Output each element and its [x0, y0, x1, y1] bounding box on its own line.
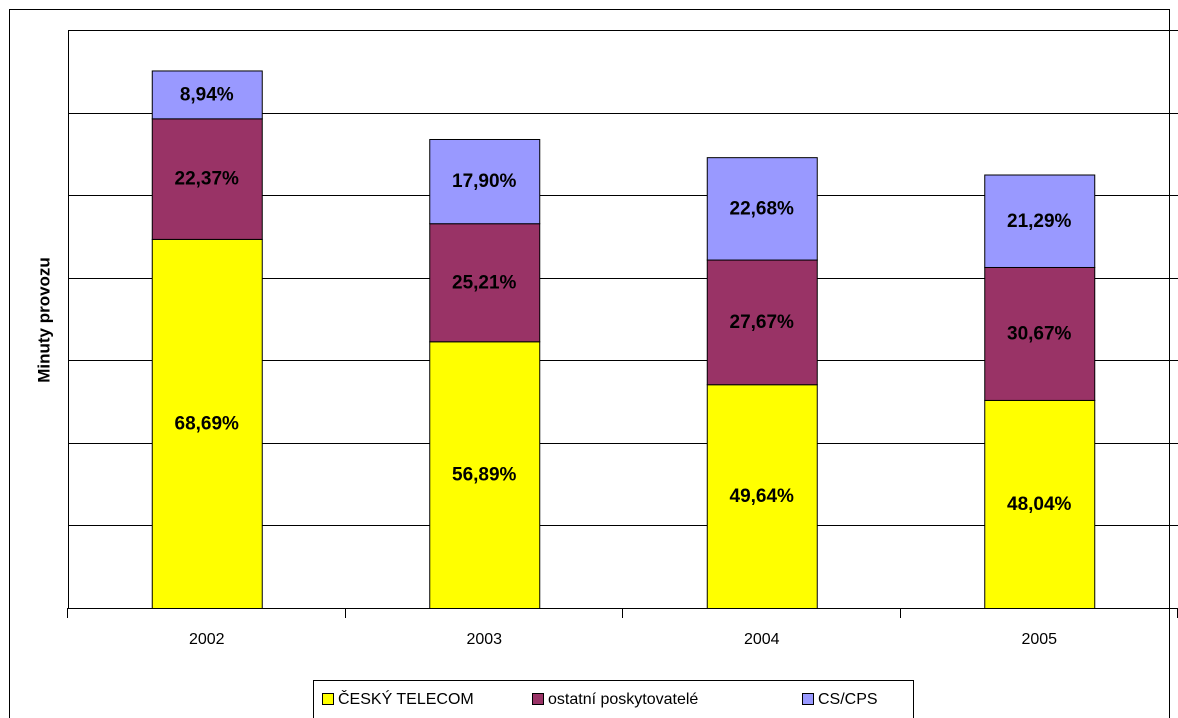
- data-label: 8,94%: [180, 84, 234, 105]
- x-tick-label: 2003: [466, 631, 502, 648]
- x-tick-label: 2004: [744, 631, 780, 648]
- legend-swatch: [322, 693, 334, 705]
- legend-label: CS/CPS: [818, 691, 878, 708]
- bar-segment: [984, 266, 1096, 401]
- y-axis-label: Minuty provozu: [34, 257, 53, 383]
- legend-swatch: [532, 693, 544, 705]
- data-label: 22,37%: [175, 169, 240, 190]
- data-label: 68,69%: [175, 413, 240, 434]
- x-tick-label: 2005: [1021, 631, 1057, 648]
- data-label: 56,89%: [452, 465, 517, 486]
- data-label: 30,67%: [1007, 323, 1072, 344]
- data-label: 27,67%: [730, 312, 795, 333]
- bar-segment: [151, 70, 263, 120]
- legend-label: ostatní poskytovatelé: [548, 691, 698, 708]
- bar-segment: [706, 157, 818, 261]
- data-label: 25,21%: [452, 272, 517, 293]
- bar-segment: [429, 138, 541, 225]
- bar-segment: [706, 259, 818, 386]
- bar-segment: [706, 384, 818, 609]
- bar-segment: [151, 118, 263, 240]
- x-tick-label: 2002: [189, 631, 225, 648]
- chart-border: [9, 9, 1170, 718]
- bar-segment: [984, 399, 1096, 610]
- data-label: 17,90%: [452, 171, 517, 192]
- legend-swatch: [802, 693, 814, 705]
- data-label: 48,04%: [1007, 494, 1072, 515]
- legend-label: ČESKÝ TELECOM: [338, 689, 474, 708]
- data-label: 22,68%: [730, 198, 795, 219]
- bar-segment: [984, 174, 1096, 268]
- bar-segment: [429, 223, 541, 343]
- data-label: 21,29%: [1007, 211, 1072, 232]
- data-label: 49,64%: [730, 486, 795, 507]
- bar-segment: [429, 341, 541, 609]
